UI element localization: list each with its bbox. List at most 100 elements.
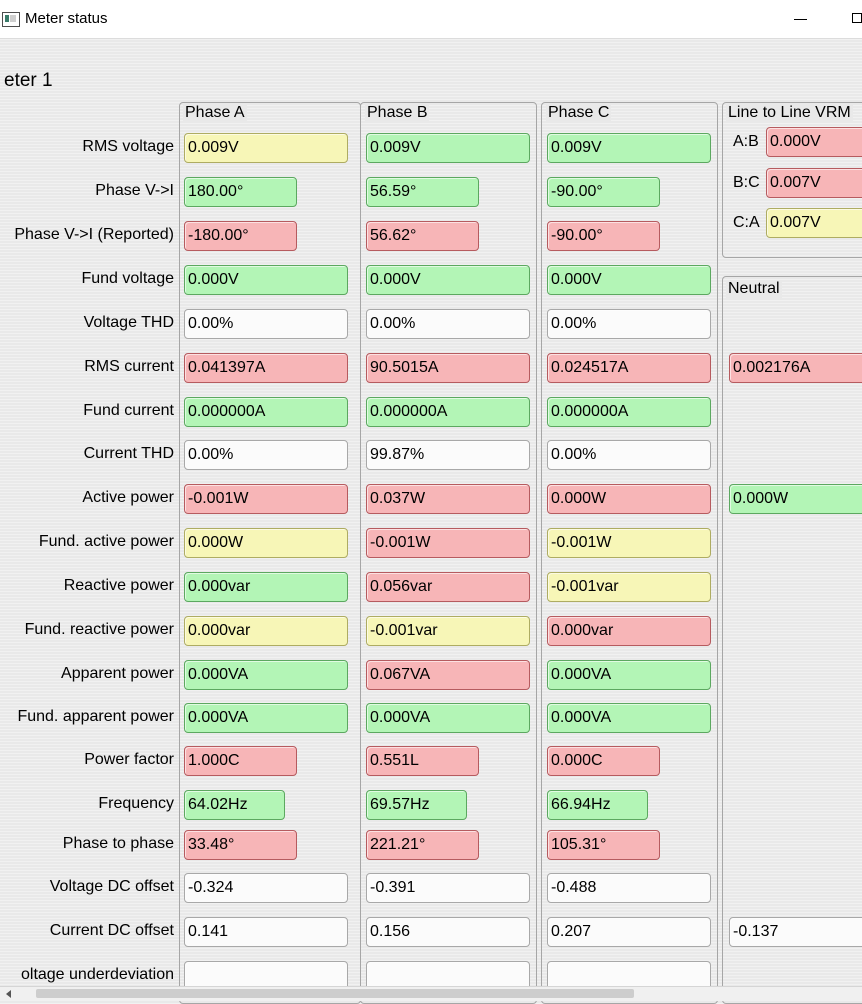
phase-n-field[interactable]: 0.000W [729, 484, 862, 514]
phase-c-field[interactable]: -0.001W [547, 528, 711, 558]
row-label: Apparent power [61, 665, 174, 682]
vrm-value-field[interactable]: 0.007V [766, 168, 862, 198]
vrm-label: A:B [733, 133, 759, 150]
phase-b-field[interactable]: -0.001W [366, 528, 530, 558]
vrm-label: B:C [733, 174, 760, 191]
vrm-value-field[interactable]: 0.000V [766, 127, 862, 157]
maximize-icon[interactable] [852, 13, 862, 23]
phase-a-field[interactable]: 64.02Hz [184, 790, 285, 820]
phase-b-field[interactable]: 0.056var [366, 572, 530, 602]
phase-b-field[interactable]: 0.00% [366, 309, 530, 339]
phase-a-field[interactable]: 0.000VA [184, 660, 348, 690]
phase-a-field[interactable]: -0.001W [184, 484, 348, 514]
phase-c-field[interactable]: 0.207 [547, 917, 711, 947]
phase-c-field[interactable]: -90.00° [547, 177, 660, 207]
phase-b-field[interactable]: 56.59° [366, 177, 479, 207]
scroll-left-icon[interactable] [6, 990, 11, 998]
scroll-thumb[interactable] [36, 989, 634, 998]
row-label: Current DC offset [49, 922, 174, 939]
phase-a-field[interactable]: 0.00% [184, 309, 348, 339]
phase-b-field[interactable]: 0.156 [366, 917, 530, 947]
vrm-value-field[interactable]: 0.007V [766, 208, 862, 238]
phase-c-field[interactable]: 105.31° [547, 830, 660, 860]
phase-b-field[interactable]: 0.000V [366, 265, 530, 295]
app-icon [2, 12, 20, 27]
meter-title: eter 1 [4, 70, 53, 91]
phase-c-field[interactable]: -90.00° [547, 221, 660, 251]
phase-b-title: Phase B [365, 104, 430, 122]
phase-a-field[interactable]: 0.000var [184, 616, 348, 646]
row-label: Phase V->I (Reported) [14, 226, 174, 243]
phase-c-field[interactable]: -0.488 [547, 873, 711, 903]
row-label: Reactive power [63, 577, 174, 594]
phase-a-field[interactable]: 0.041397A [184, 353, 348, 383]
phase-c-field[interactable]: 0.000000A [547, 397, 711, 427]
row-label: Fund. active power [38, 533, 174, 550]
phase-b-field[interactable]: 221.21° [366, 830, 479, 860]
row-label: Voltage THD [83, 314, 174, 331]
phase-c-field[interactable]: 0.000VA [547, 660, 711, 690]
row-label: Current THD [83, 445, 174, 462]
row-label: Frequency [98, 795, 174, 812]
row-label: RMS voltage [82, 138, 174, 155]
phase-b-field[interactable]: -0.391 [366, 873, 530, 903]
row-label: oltage underdeviation [20, 966, 174, 983]
phase-a-field[interactable]: 0.009V [184, 133, 348, 163]
phase-n-field[interactable]: -0.137 [729, 917, 862, 947]
phase-c-field[interactable]: 0.000C [547, 746, 660, 776]
phase-c-field[interactable]: 0.024517A [547, 353, 711, 383]
phase-c-field[interactable]: 0.00% [547, 309, 711, 339]
phase-a-field[interactable]: -0.324 [184, 873, 348, 903]
phase-n-field[interactable]: 0.002176A [729, 353, 862, 383]
phase-c-field[interactable]: 0.000W [547, 484, 711, 514]
row-label: Fund current [83, 402, 174, 419]
phase-b-field[interactable]: 0.037W [366, 484, 530, 514]
phase-b-field[interactable]: 0.000VA [366, 703, 530, 733]
phase-c-field[interactable]: 0.000V [547, 265, 711, 295]
phase-a-field[interactable]: 0.000W [184, 528, 348, 558]
horizontal-scrollbar[interactable] [0, 986, 862, 1001]
row-label: Fund voltage [81, 270, 174, 287]
phase-b-field[interactable]: 69.57Hz [366, 790, 467, 820]
phase-c-field[interactable]: -0.001var [547, 572, 711, 602]
phase-a-field[interactable]: 0.000VA [184, 703, 348, 733]
phase-b-field[interactable]: 0.009V [366, 133, 530, 163]
phase-b-field[interactable]: 56.62° [366, 221, 479, 251]
title-bar: Meter status [0, 0, 862, 39]
phase-b-field[interactable]: 0.000000A [366, 397, 530, 427]
phase-a-field[interactable]: 0.000000A [184, 397, 348, 427]
phase-c-field[interactable]: 0.000VA [547, 703, 711, 733]
row-label: Phase to phase [62, 835, 174, 852]
phase-c-field[interactable]: 0.00% [547, 440, 711, 470]
phase-c-field[interactable]: 0.009V [547, 133, 711, 163]
phase-b-field[interactable]: 0.551L [366, 746, 479, 776]
phase-c-title: Phase C [546, 104, 612, 122]
phase-b-field[interactable]: 90.5015A [366, 353, 530, 383]
phase-c-field[interactable]: 66.94Hz [547, 790, 648, 820]
phase-a-field[interactable]: -180.00° [184, 221, 297, 251]
phase-a-field[interactable]: 180.00° [184, 177, 297, 207]
phase-b-field[interactable]: 99.87% [366, 440, 530, 470]
phase-a-field[interactable]: 33.48° [184, 830, 297, 860]
row-label: Fund. apparent power [17, 708, 174, 725]
row-label: Active power [82, 489, 174, 506]
row-label: RMS current [84, 358, 174, 375]
phase-b-field[interactable]: 0.067VA [366, 660, 530, 690]
phase-a-title: Phase A [183, 104, 247, 122]
vrm-label: C:A [733, 214, 760, 231]
row-label: Power factor [84, 751, 174, 768]
phase-a-field[interactable]: 0.000V [184, 265, 348, 295]
row-label: Phase V->I [95, 182, 174, 199]
neutral-title: Neutral [726, 280, 782, 298]
row-label: Voltage DC offset [49, 878, 174, 895]
phase-a-field[interactable]: 0.00% [184, 440, 348, 470]
phase-c-field[interactable]: 0.000var [547, 616, 711, 646]
phase-a-field[interactable]: 0.141 [184, 917, 348, 947]
phase-a-field[interactable]: 0.000var [184, 572, 348, 602]
row-label: Fund. reactive power [24, 621, 174, 638]
neutral-group [722, 276, 862, 1004]
phase-a-field[interactable]: 1.000C [184, 746, 297, 776]
vrm-group [722, 102, 862, 258]
phase-b-field[interactable]: -0.001var [366, 616, 530, 646]
minimize-icon[interactable] [794, 19, 807, 20]
